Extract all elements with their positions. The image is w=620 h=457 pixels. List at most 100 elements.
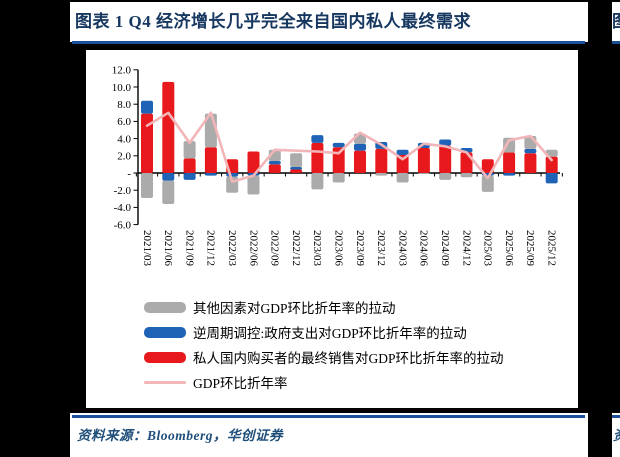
legend-swatch bbox=[144, 326, 186, 338]
bar-segment bbox=[417, 148, 430, 173]
x-tick-label: 2022/03 bbox=[226, 230, 238, 267]
x-tick-label: 2024/12 bbox=[460, 230, 472, 266]
chart-panel: 12.0 10.0 8.0 6.0 4.0 2.0 - -2.0 -4.0 -6.0 2021/03… bbox=[86, 50, 578, 408]
gdp-line bbox=[145, 111, 554, 183]
bar-segment bbox=[204, 173, 217, 176]
bar-segment bbox=[354, 143, 366, 151]
x-tick-label: 2024/03 bbox=[396, 230, 408, 267]
next-column-source-fragment: 资 bbox=[612, 413, 620, 457]
next-column-title-text: 图 bbox=[612, 12, 620, 31]
x-tick-label: 2023/09 bbox=[354, 230, 366, 267]
bar-segment bbox=[247, 175, 260, 195]
gdp-contribution-chart: 12.0 10.0 8.0 6.0 4.0 2.0 - -2.0 -4.0 -6.0 2021/03… bbox=[112, 65, 563, 267]
bar-segment bbox=[162, 180, 175, 204]
x-tick-label: 2023/06 bbox=[333, 230, 345, 267]
x-tick-label: 2023/03 bbox=[311, 230, 323, 267]
bar-segment bbox=[332, 142, 345, 148]
figure-title: 图表 1 Q4 经济增长几乎完全来自国内私人最终需求 bbox=[75, 12, 471, 31]
bar-segment bbox=[311, 173, 324, 190]
legend-swatch bbox=[144, 301, 186, 313]
bar-segment bbox=[354, 150, 366, 173]
x-tick-label: 2025/12 bbox=[546, 230, 558, 266]
legend-item: 逆周期调控:政府支出对GDP环比折年率的拉动 bbox=[144, 326, 504, 341]
bar-segment bbox=[141, 100, 153, 114]
bar-segment bbox=[503, 173, 516, 176]
x-tick-label: 2024/09 bbox=[439, 230, 451, 267]
x-tick-label: 2022/06 bbox=[247, 230, 259, 267]
bar-segment bbox=[375, 173, 388, 176]
bar-segment bbox=[204, 147, 217, 173]
bar-segment bbox=[290, 169, 303, 173]
y-tick-label: -4.0 bbox=[114, 202, 132, 214]
bar-segment bbox=[268, 160, 281, 165]
legend-label: 逆周期调控:政府支出对GDP环比折年率的拉动 bbox=[193, 326, 467, 341]
bar-segment bbox=[545, 156, 558, 173]
legend-label: 私人国内购买者的最终销售对GDP环比折年率的拉动 bbox=[193, 351, 504, 366]
bar-segment bbox=[141, 113, 153, 173]
legend-label: GDP环比折年率 bbox=[193, 376, 288, 391]
legend-label: 其他因素对GDP环比折年率的拉动 bbox=[193, 301, 396, 316]
bar-segment bbox=[396, 149, 409, 155]
bar-segment bbox=[524, 153, 537, 173]
bar-segment bbox=[503, 152, 516, 173]
x-tick-label: 2021/06 bbox=[162, 230, 174, 267]
next-column-underline bbox=[612, 41, 620, 44]
bar-segment bbox=[439, 145, 452, 173]
legend-line-swatch bbox=[144, 380, 186, 384]
bar-segment bbox=[545, 173, 558, 184]
bar-segment bbox=[141, 173, 153, 198]
x-tick-label: 2025/03 bbox=[482, 230, 494, 267]
x-tick-label: 2022/09 bbox=[269, 230, 281, 267]
next-column-divider bbox=[612, 415, 620, 418]
x-tick-label: 2021/09 bbox=[183, 230, 195, 267]
bar-segment bbox=[439, 173, 452, 180]
source-note: 资料来源：Bloomberg，华创证券 bbox=[77, 428, 284, 443]
x-tick-label: 2025/06 bbox=[503, 230, 515, 267]
title-underline bbox=[72, 41, 585, 44]
y-tick-label: 6.0 bbox=[117, 116, 131, 128]
x-tick-label: 2023/12 bbox=[375, 230, 387, 266]
bar-segment bbox=[439, 139, 452, 146]
x-tick-label: 2022/12 bbox=[290, 230, 302, 266]
bar-segment bbox=[311, 135, 324, 143]
bar-segment bbox=[332, 147, 345, 173]
y-tick-label: 12.0 bbox=[112, 65, 132, 77]
bar-segment bbox=[396, 173, 409, 183]
bar-segment bbox=[290, 153, 303, 167]
y-tick-label: -2.0 bbox=[114, 185, 132, 197]
x-tick-label: 2021/03 bbox=[141, 230, 153, 267]
divider-line bbox=[72, 415, 585, 418]
bar-segment bbox=[183, 141, 196, 159]
legend-item: 其他因素对GDP环比折年率的拉动 bbox=[144, 301, 504, 316]
chart-legend: 其他因素对GDP环比折年率的拉动逆周期调控:政府支出对GDP环比折年率的拉动私人… bbox=[144, 301, 504, 391]
next-column-source-text: 资 bbox=[613, 424, 620, 444]
y-tick-label: 10.0 bbox=[112, 82, 132, 94]
x-tick-label: 2025/09 bbox=[524, 230, 536, 267]
bar-segment bbox=[183, 173, 196, 180]
bar-segment bbox=[226, 173, 239, 177]
bar-segment bbox=[162, 81, 175, 173]
bar-segment bbox=[332, 173, 345, 183]
next-column-title-fragment: 图 bbox=[612, 2, 620, 42]
x-tick-label: 2024/06 bbox=[418, 230, 430, 267]
bar-segment bbox=[481, 159, 494, 173]
bar-segment bbox=[311, 142, 324, 173]
y-tick-label: 8.0 bbox=[117, 99, 131, 111]
bar-segment bbox=[417, 173, 430, 174]
bar-segment bbox=[524, 148, 537, 154]
y-tick-label: -6.0 bbox=[114, 219, 132, 231]
legend-item: 私人国内购买者的最终销售对GDP环比折年率的拉动 bbox=[144, 351, 504, 366]
y-tick-label: 4.0 bbox=[117, 133, 131, 145]
bar-segment bbox=[503, 137, 516, 153]
bar-segment bbox=[375, 148, 388, 173]
bar-segment bbox=[290, 166, 303, 170]
bar-segment bbox=[247, 151, 260, 173]
y-tick-label: - bbox=[127, 168, 131, 180]
figure-title-bar: 图表 1 Q4 经济增长几乎完全来自国内私人最终需求 bbox=[70, 2, 588, 42]
bar-segment bbox=[268, 164, 281, 173]
bar-segment bbox=[162, 173, 175, 181]
x-tick-label: 2021/12 bbox=[205, 230, 217, 266]
bar-segment bbox=[183, 158, 196, 173]
legend-swatch bbox=[144, 351, 186, 363]
